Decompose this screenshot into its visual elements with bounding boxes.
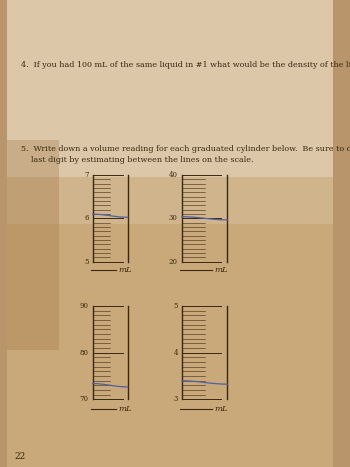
Text: 30: 30 [169, 214, 178, 222]
Text: mL: mL [118, 404, 132, 413]
Text: 40: 40 [169, 171, 178, 179]
Text: 20: 20 [169, 257, 178, 266]
Text: 5: 5 [84, 257, 89, 266]
FancyBboxPatch shape [7, 177, 332, 224]
Text: mL: mL [118, 266, 132, 274]
Text: 90: 90 [79, 302, 89, 310]
Text: mL: mL [214, 404, 228, 413]
Text: 5.  Write down a volume reading for each graduated cylinder below.  Be sure to d: 5. Write down a volume reading for each … [21, 144, 350, 153]
FancyBboxPatch shape [7, 0, 332, 177]
Text: 22: 22 [14, 452, 25, 461]
Text: 80: 80 [79, 348, 89, 357]
FancyBboxPatch shape [7, 140, 60, 350]
Text: 70: 70 [79, 395, 89, 403]
Text: 4: 4 [173, 348, 178, 357]
Text: 7: 7 [84, 171, 89, 179]
Text: 3: 3 [174, 395, 178, 403]
Text: mL: mL [214, 266, 228, 274]
Text: 5: 5 [173, 302, 178, 310]
Text: 4.  If you had 100 mL of the same liquid in #1 what would be the density of the : 4. If you had 100 mL of the same liquid … [21, 61, 350, 70]
Text: last digit by estimating between the lines on the scale.: last digit by estimating between the lin… [21, 156, 253, 164]
FancyBboxPatch shape [7, 0, 332, 467]
Text: 6: 6 [84, 214, 89, 222]
